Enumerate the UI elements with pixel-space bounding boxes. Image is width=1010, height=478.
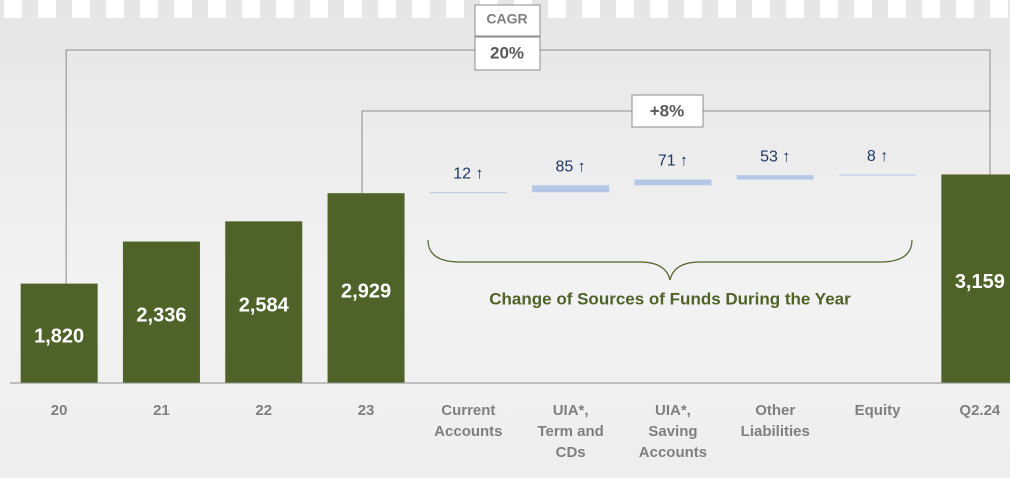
x-tick-label: Current Accounts (434, 402, 503, 440)
strip-square (820, 0, 838, 18)
data-label: 8 ↑ (867, 148, 888, 165)
growth-box (631, 94, 704, 128)
data-label: 1,820 (34, 326, 84, 348)
increase-bar (736, 175, 814, 180)
data-label: 2,584 (239, 294, 290, 316)
increase-bar (429, 192, 507, 194)
strip-square (990, 0, 1008, 18)
strip-square (718, 0, 736, 18)
bar (327, 193, 405, 383)
strip-square (242, 0, 260, 18)
strip-square (922, 0, 940, 18)
increase-bar (532, 185, 610, 193)
growth-label: +8% (650, 101, 685, 120)
strip-square (174, 0, 192, 18)
cagr-box (474, 36, 541, 71)
strip-square (276, 0, 294, 18)
x-tick-label: 20 (50, 402, 68, 419)
strip-square (378, 0, 396, 18)
strip-square (786, 0, 804, 18)
data-label: 53 ↑ (760, 148, 790, 165)
strip-square (582, 0, 600, 18)
increase-bar (839, 174, 917, 176)
x-tick-label: Other Liabilities (740, 402, 810, 440)
x-tick-label: Equity (854, 402, 901, 419)
cagr-bracket (65, 49, 991, 284)
bar (225, 221, 303, 383)
data-label: 2,336 (136, 305, 186, 327)
data-label: 71 ↑ (658, 153, 688, 170)
strip-square (72, 0, 90, 18)
increase-bar (634, 179, 712, 186)
strip-square (208, 0, 226, 18)
strip-square (752, 0, 770, 18)
bar (941, 174, 1010, 383)
strip-square (344, 0, 362, 18)
strip-square (854, 0, 872, 18)
brace (427, 239, 913, 281)
cagr-value: 20% (490, 43, 524, 62)
cagr-label: CAGR (486, 11, 527, 27)
x-tick-label: UIA*, Saving Accounts (638, 402, 708, 461)
strip-square (548, 0, 566, 18)
cagr-box (474, 4, 541, 37)
x-tick-label: Q2.24 (959, 402, 1001, 419)
strip-square (446, 0, 464, 18)
strip-square (310, 0, 328, 18)
strip-square (650, 0, 668, 18)
strip-square (4, 0, 22, 18)
strip-square (38, 0, 56, 18)
bar (20, 283, 98, 383)
x-tick-label: 22 (255, 402, 273, 419)
x-tick-label: 23 (357, 402, 375, 419)
bar (122, 241, 200, 383)
brace-label: Change of Sources of Funds During the Ye… (489, 289, 851, 308)
strip-square (616, 0, 634, 18)
strip-square (106, 0, 124, 18)
strip-square (956, 0, 974, 18)
data-label: 85 ↑ (556, 159, 586, 176)
x-tick-label: UIA*, Term and CDs (537, 402, 604, 461)
data-label: 12 ↑ (453, 165, 483, 182)
strip-square (888, 0, 906, 18)
strip-square (684, 0, 702, 18)
data-label: 3,159 (955, 271, 1005, 293)
x-tick-label: 21 (153, 402, 170, 419)
data-label: 2,929 (341, 280, 391, 302)
growth-bracket (361, 110, 990, 194)
strip-square (412, 0, 430, 18)
strip-square (140, 0, 158, 18)
